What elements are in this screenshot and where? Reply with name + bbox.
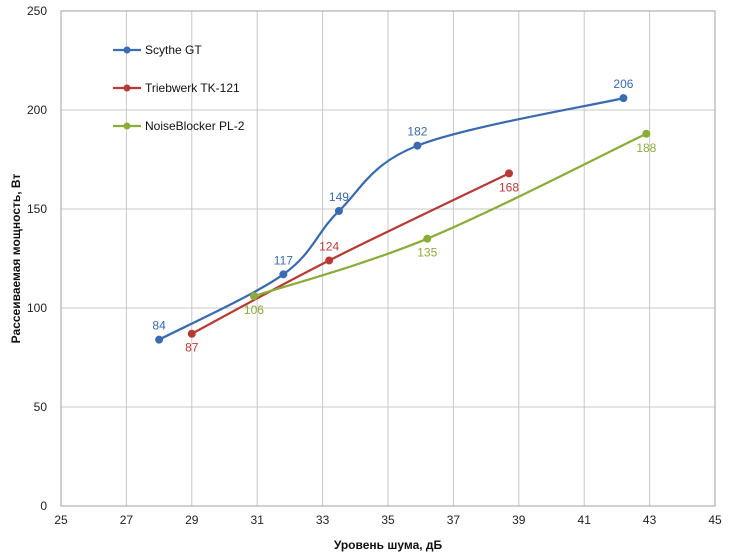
x-tick-label: 27 [120, 513, 134, 527]
x-tick-label: 25 [54, 513, 68, 527]
data-label: 188 [636, 141, 656, 155]
y-tick-label: 50 [34, 400, 48, 414]
x-tick-label: 45 [708, 513, 722, 527]
data-label: 87 [185, 341, 199, 355]
data-label: 124 [319, 239, 339, 253]
data-point [249, 292, 258, 301]
data-point [423, 234, 432, 243]
y-axis-ticks: 0 50 100 150 200 250 [27, 4, 47, 513]
data-point [279, 270, 288, 279]
legend-swatch-marker [123, 84, 131, 92]
legend-swatch-marker [123, 46, 131, 54]
data-point [325, 256, 334, 265]
x-axis-title: Уровень шума, дБ [334, 538, 443, 552]
plot-area-border [60, 10, 716, 507]
legend-label: NoiseBlocker PL-2 [145, 119, 245, 133]
x-tick-label: 43 [643, 513, 657, 527]
x-tick-label: 31 [251, 513, 265, 527]
x-axis-ticks: 25 27 29 31 33 35 37 39 41 43 45 [54, 513, 722, 527]
series-2: 106 135 188 [244, 129, 657, 317]
y-tick-label: 0 [40, 499, 47, 513]
data-label: 149 [329, 190, 349, 204]
data-point [619, 94, 628, 103]
x-tick-label: 37 [447, 513, 461, 527]
legend-label: Triebwerk TK-121 [145, 81, 240, 95]
x-tick-label: 29 [185, 513, 199, 527]
series-0: 84 117 149 182 206 [152, 77, 634, 344]
data-label: 84 [152, 319, 166, 333]
y-tick-label: 250 [27, 4, 47, 18]
series-group: 84 117 149 182 206 87 124 168 106 135 188 [152, 77, 656, 355]
x-tick-label: 39 [512, 513, 526, 527]
legend-label: Scythe GT [145, 43, 202, 57]
legend-item: Triebwerk TK-121 [113, 81, 240, 95]
y-axis-title: Рассеиваемая мощность, Вт [9, 174, 23, 344]
data-point [187, 329, 196, 338]
data-point [155, 335, 164, 344]
data-label: 135 [417, 246, 437, 260]
data-point [413, 141, 422, 150]
series-line [253, 132, 647, 298]
legend-item: NoiseBlocker PL-2 [113, 119, 245, 133]
legend-item: Scythe GT [113, 43, 202, 57]
data-label: 182 [407, 125, 427, 139]
x-tick-label: 35 [381, 513, 395, 527]
grid-lines [60, 10, 716, 507]
legend: Scythe GT Triebwerk TK-121 NoiseBlocker PL… [113, 43, 245, 133]
data-label: 117 [274, 253, 293, 267]
series-line [158, 97, 624, 341]
data-point [504, 169, 513, 178]
data-label: 206 [613, 77, 633, 91]
data-label: 168 [499, 180, 519, 194]
data-label: 106 [244, 303, 264, 317]
legend-swatch-marker [123, 122, 131, 130]
x-tick-label: 33 [316, 513, 330, 527]
y-tick-label: 100 [27, 301, 47, 315]
y-tick-label: 150 [27, 202, 47, 216]
data-point [642, 129, 651, 138]
series-1: 87 124 168 [185, 169, 519, 355]
y-tick-label: 200 [27, 103, 47, 117]
data-point [334, 206, 343, 215]
x-tick-label: 41 [578, 513, 592, 527]
